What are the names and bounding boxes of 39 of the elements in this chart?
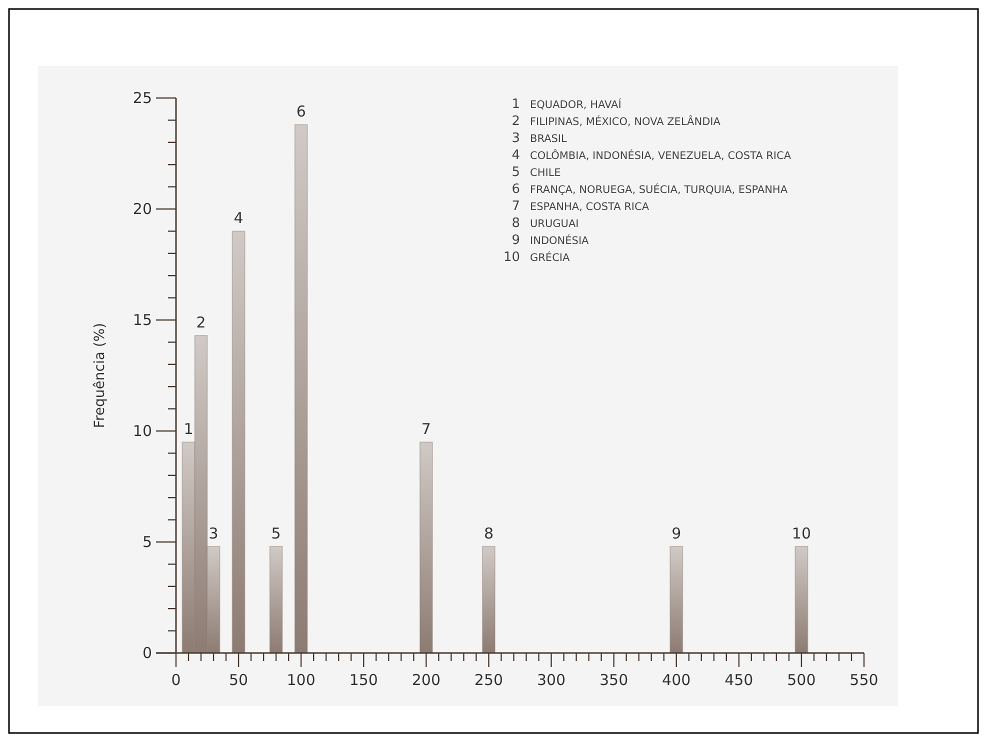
annotation: 2 FILIPINAS, MÉXICO, NOVA ZELÂNDIA <box>512 114 722 129</box>
annotation: 2 <box>196 314 206 332</box>
x-tick-label: 250 <box>474 671 504 689</box>
x-tick-label: 50 <box>229 671 248 689</box>
annotation: 7 ESPANHA, COSTA RICA <box>512 199 650 214</box>
x-tick-label: 350 <box>600 671 628 689</box>
annotation: 1 EQUADOR, HAVAÍ <box>512 97 622 112</box>
annotation: 1 <box>184 420 194 438</box>
annotation: 10 <box>792 524 811 542</box>
annotation: 6 FRANÇA, NORUEGA, SUÉCIA, TURQUIA, ESPANHA <box>512 182 788 197</box>
annotation: 4 <box>234 209 244 228</box>
annotation: 3 <box>208 524 218 542</box>
x-tick-label: 200 <box>412 671 440 689</box>
x-tick-label: 100 <box>286 671 316 689</box>
annotation: 5 <box>271 524 281 542</box>
y-tick-label: 20 <box>132 200 152 218</box>
x-tick-label: 450 <box>724 671 754 689</box>
annotation: 7 <box>421 420 431 438</box>
y-tick-label: 0 <box>142 644 152 662</box>
annotation: 3 BRASIL <box>512 131 568 146</box>
annotation: 9 <box>672 524 682 542</box>
annotation: 4 COLÔMBIA, INDONÉSIA, VENEZUELA, COSTA RICA <box>512 148 792 163</box>
annotation: 8 URUGUAI <box>512 216 579 231</box>
y-tick-label: 15 <box>132 311 152 329</box>
x-tick-label: 400 <box>662 671 691 689</box>
annotation: 10 GRÉCIA <box>503 250 570 265</box>
x-tick-label: 500 <box>787 671 816 689</box>
x-tick-label: 150 <box>349 671 378 689</box>
y-tick-label: 10 <box>132 422 152 440</box>
annotation: 6 <box>296 102 306 121</box>
x-tick-label: 0 <box>171 671 181 689</box>
y-tick-label: 25 <box>132 89 152 107</box>
x-tick-label: 550 <box>850 671 878 689</box>
annotation: 8 <box>484 524 494 542</box>
annotation: 5 CHILE <box>512 165 561 180</box>
y-axis-title: Frequência (%) <box>92 322 108 428</box>
y-tick-label: 5 <box>142 533 152 551</box>
x-tick-label: 300 <box>536 671 566 689</box>
annotation: 9 INDONÉSIA <box>512 233 590 248</box>
